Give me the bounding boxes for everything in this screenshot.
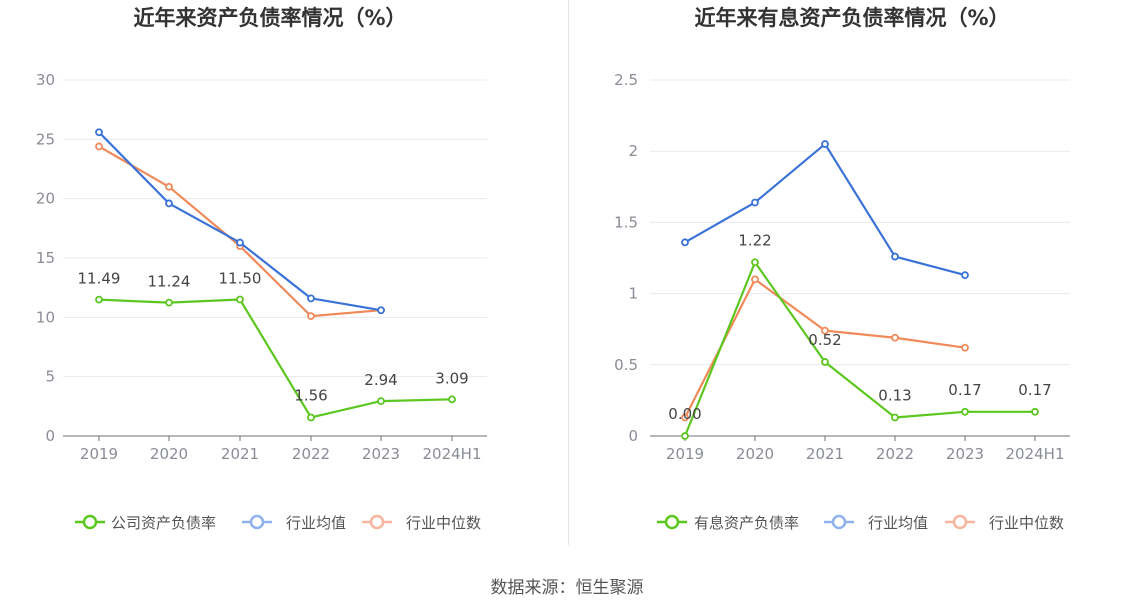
x-tick-label: 2022 [292,445,330,463]
data-label: 11.24 [148,273,191,291]
legend-label: 有息资产负债率 [694,514,799,532]
chart-title: 近年来有息资产负债率情况（%） [694,6,1009,30]
legend-marker-avg [831,514,847,530]
data-label: 11.49 [78,270,121,288]
data-point-median [681,413,689,422]
data-point-avg [961,271,969,279]
legend-marker-company [82,514,98,530]
data-label: 11.50 [219,270,262,288]
y-tick-label: 1 [628,285,638,303]
legend-label: 公司资产负债率 [111,514,216,532]
data-point-company [751,258,759,267]
data-label: 1.22 [738,231,771,249]
data-point-company [165,298,173,307]
data-label: 0.00 [668,405,701,423]
data-point-company [1031,407,1039,416]
legend-marker-company [664,514,680,530]
data-point-median [751,275,759,284]
x-tick-label: 2020 [736,445,774,463]
x-tick-label: 2019 [666,445,704,463]
legend-label: 行业中位数 [406,514,481,532]
legend-label: 行业均值 [286,514,346,532]
x-tick-label: 2020 [150,445,188,463]
y-tick-label: 10 [36,308,55,326]
data-point-avg [377,306,385,315]
data-point-median [821,326,829,335]
series-line-avg [684,142,966,277]
y-tick-label: 5 [45,368,55,386]
y-tick-label: 0 [45,427,55,445]
data-point-median [891,333,899,342]
y-tick-label: 15 [36,249,55,267]
data-point-median [95,142,103,151]
y-tick-label: 1.5 [614,213,638,231]
y-tick-label: 2 [628,142,638,160]
data-point-avg [751,198,759,207]
data-label: 2.94 [364,371,397,389]
data-point-median [307,312,315,321]
data-point-company [681,432,689,440]
data-point-company [95,295,103,304]
legend-label: 行业均值 [868,514,928,532]
legend-marker-median [369,514,385,530]
data-label: 0.13 [878,386,911,404]
x-tick-label: 2023 [362,445,400,463]
data-point-company [961,407,969,416]
data-label: 3.09 [435,369,468,387]
data-label: 0.17 [948,381,981,399]
x-tick-label: 2022 [876,445,914,463]
data-point-company [307,413,315,422]
data-point-company [891,413,899,422]
legend-marker-median [952,514,968,530]
data-point-median [961,343,969,352]
data-point-avg [681,238,689,247]
panel-divider [568,0,569,545]
series-line-company [98,298,453,419]
y-tick-label: 30 [36,71,55,89]
x-tick-label: 2021 [806,445,844,463]
x-tick-label: 2019 [80,445,118,463]
y-tick-label: 0 [628,427,638,445]
y-tick-label: 2.5 [614,71,638,89]
y-tick-label: 0.5 [614,356,638,374]
data-point-avg [165,199,173,208]
y-tick-label: 25 [36,130,55,148]
data-point-avg [891,252,899,261]
data-point-company [377,397,385,406]
x-tick-label: 2024H1 [1006,445,1065,463]
x-tick-label: 2023 [946,445,984,463]
data-point-avg [95,128,103,137]
series-line-company [683,261,1035,437]
data-label: 0.52 [808,331,841,349]
legend-label: 行业中位数 [989,514,1064,532]
data-label: 0.17 [1018,381,1051,399]
y-tick-label: 20 [36,190,55,208]
data-point-company [236,295,244,304]
data-point-avg [236,238,244,247]
x-tick-label: 2024H1 [423,445,482,463]
series-line-median [98,145,382,318]
data-point-median [165,182,173,191]
data-point-company [448,395,456,404]
chart-title: 近年来资产负债率情况（%） [133,6,406,30]
data-point-company [821,358,829,366]
x-tick-label: 2021 [221,445,259,463]
data-source-note: 数据来源：恒生聚源 [490,578,644,598]
data-point-avg [307,294,315,303]
data-point-avg [821,140,829,148]
legend-marker-avg [249,514,265,530]
data-label: 1.56 [294,386,327,404]
